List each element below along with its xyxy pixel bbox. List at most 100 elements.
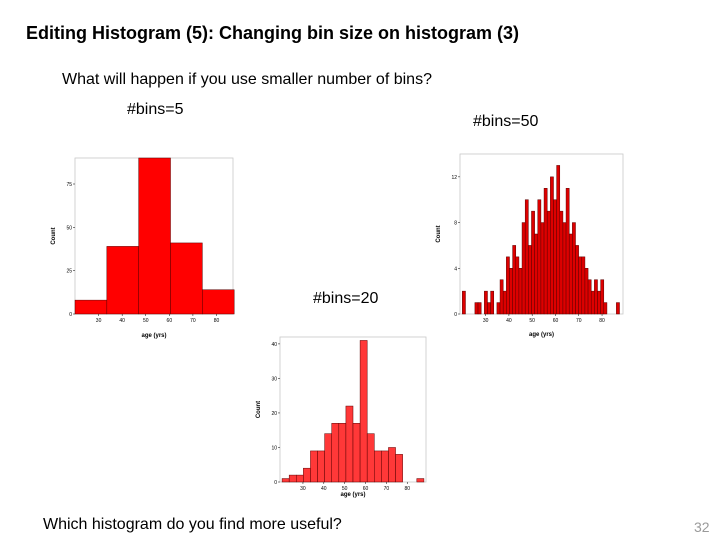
- histogram-bar: [594, 279, 598, 315]
- histogram-bar: [578, 256, 583, 315]
- histogram-bar: [462, 290, 466, 315]
- histogram-bar: [170, 242, 203, 315]
- page-number: 32: [694, 519, 710, 535]
- x-tick-label: 40: [506, 318, 512, 324]
- x-tick-label: 60: [363, 486, 369, 492]
- histogram-5-bins: 30 40 50 60 70 80 0 25 50 75 age (yrs) Count: [51, 157, 235, 339]
- histogram-bar: [512, 245, 517, 315]
- histogram-bar: [202, 289, 235, 315]
- x-tick-label: 30: [483, 318, 489, 324]
- histogram-bar: [509, 268, 513, 315]
- histogram-bar: [575, 245, 579, 315]
- histogram-bar: [597, 290, 601, 315]
- histogram-bar: [395, 454, 403, 483]
- histogram-bar: [499, 279, 504, 315]
- histogram-bar: [572, 222, 576, 315]
- x-tick-label: 50: [342, 486, 348, 492]
- histogram-bar: [345, 405, 354, 483]
- x-tick-label: 50: [143, 318, 149, 324]
- y-tick-label: 0: [274, 480, 277, 486]
- histogram-20-bins: 30 40 50 60 70 80 0 10 20 30 40 age (yrs) Count: [256, 336, 427, 498]
- histogram-bar: [556, 165, 561, 315]
- histogram-bar: [484, 290, 488, 315]
- histogram-bar: [616, 302, 620, 315]
- histogram-bar: [303, 467, 311, 483]
- y-tick-label: 50: [66, 225, 72, 231]
- histogram-bar: [474, 302, 479, 315]
- y-tick-label: 0: [454, 312, 457, 318]
- histogram-bar: [74, 299, 108, 315]
- histogram-bar: [366, 433, 375, 483]
- y-tick-label: 8: [454, 221, 457, 227]
- x-tick-label: 50: [529, 318, 535, 324]
- histogram-bar: [416, 478, 425, 483]
- x-axis-label: age (yrs): [340, 492, 365, 498]
- slide-title: Editing Histogram (5): Changing bin size…: [26, 23, 520, 43]
- y-axis-label: Count: [436, 225, 442, 242]
- x-axis-label: age (yrs): [529, 332, 554, 338]
- histogram-bar: [331, 423, 340, 483]
- x-axis-label: age (yrs): [141, 333, 166, 339]
- x-tick-label: 30: [300, 486, 306, 492]
- histogram-bar: [531, 210, 535, 315]
- x-tick-label: 40: [119, 318, 125, 324]
- x-tick-label: 60: [167, 318, 173, 324]
- question-text: What will happen if you use smaller numb…: [62, 71, 432, 88]
- x-tick-label: 80: [214, 318, 220, 324]
- histogram-bar: [310, 450, 318, 483]
- x-tick-label: 70: [384, 486, 390, 492]
- histogram-bar: [590, 290, 595, 315]
- histogram-bar: [515, 256, 520, 315]
- histogram-bar: [296, 474, 304, 483]
- histogram-bar: [546, 210, 551, 315]
- histogram-bar: [374, 450, 382, 483]
- histogram-bar: [281, 478, 290, 483]
- y-axis-label: Count: [51, 227, 57, 244]
- histogram-bar: [600, 279, 605, 315]
- histogram-bar: [524, 199, 529, 315]
- histogram-bar: [543, 188, 548, 315]
- histogram-bar: [518, 268, 523, 315]
- y-tick-label: 0: [69, 312, 72, 318]
- histogram-bar: [559, 210, 564, 315]
- y-tick-label: 4: [454, 266, 457, 272]
- y-tick-label: 10: [271, 445, 277, 451]
- histogram-bar: [106, 246, 139, 315]
- y-tick-label: 25: [66, 269, 72, 275]
- bins5-label: #bins=5: [127, 101, 184, 118]
- histogram-bar: [521, 222, 526, 315]
- histogram-bar: [138, 157, 171, 315]
- histogram-bar: [550, 176, 554, 315]
- bottom-question: Which histogram do you find more useful?: [43, 516, 342, 533]
- x-tick-label: 80: [404, 486, 410, 492]
- bins20-label: #bins=20: [313, 290, 379, 307]
- histogram-bar: [537, 199, 542, 315]
- histogram-bar: [568, 233, 573, 315]
- histogram-bar: [506, 256, 510, 315]
- histogram-bar: [496, 302, 501, 315]
- histogram-bar: [581, 256, 586, 315]
- histogram-bar: [338, 423, 347, 483]
- histogram-bar: [388, 447, 396, 483]
- histogram-bar: [534, 233, 539, 315]
- x-tick-label: 30: [96, 318, 102, 324]
- histogram-bar: [352, 423, 361, 483]
- histogram-bar: [603, 302, 608, 315]
- histogram-bar: [381, 450, 389, 483]
- y-tick-label: 30: [271, 376, 277, 382]
- histogram-bar: [528, 245, 532, 315]
- x-tick-label: 40: [321, 486, 327, 492]
- histogram-bar: [540, 222, 545, 315]
- bins50-label: #bins=50: [473, 113, 539, 130]
- x-tick-label: 80: [599, 318, 605, 324]
- histogram-bar: [584, 268, 589, 315]
- x-tick-label: 70: [576, 318, 582, 324]
- histogram-bar: [359, 340, 368, 483]
- y-tick-label: 20: [271, 411, 277, 417]
- histogram-bar: [288, 474, 297, 483]
- histogram-bar: [587, 279, 592, 315]
- histogram-bar: [502, 290, 507, 315]
- y-tick-label: 12: [451, 175, 457, 181]
- histogram-bar: [565, 188, 570, 315]
- histogram-bar: [490, 290, 495, 315]
